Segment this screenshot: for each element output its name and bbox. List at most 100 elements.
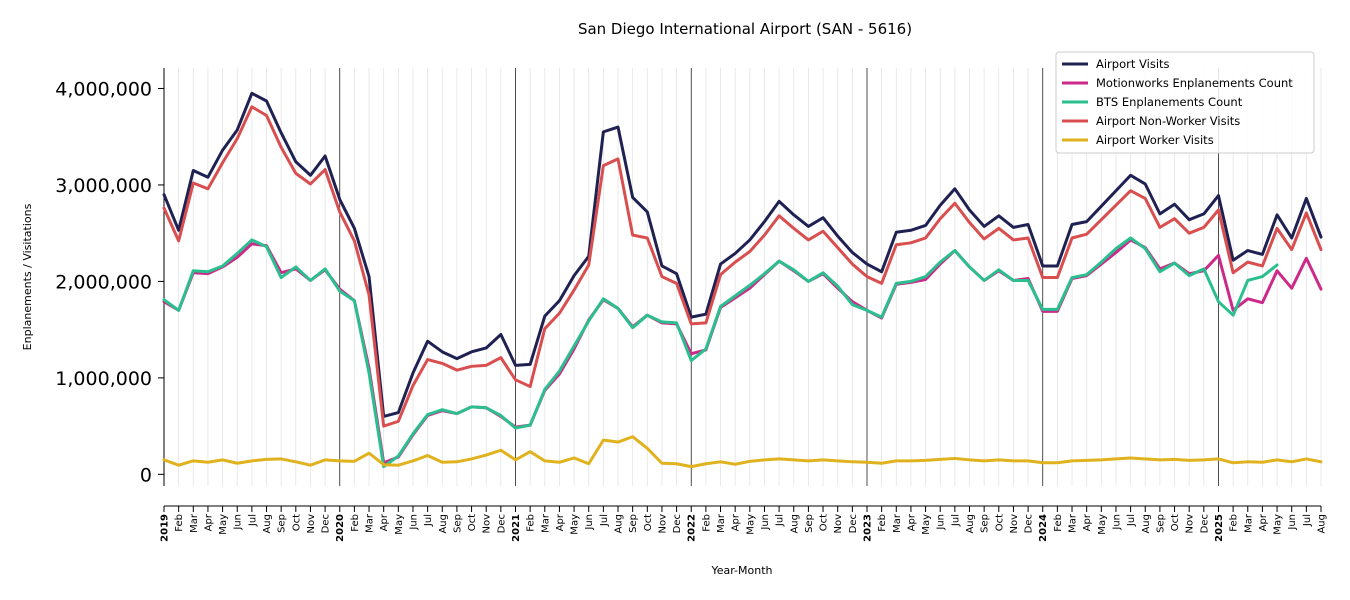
x-tick-label: May (745, 514, 756, 535)
x-tick-label: Mar (365, 513, 376, 533)
x-tick-label: 2020 (335, 514, 346, 542)
x-tick-label: Mar (1243, 513, 1254, 533)
x-tick-label: Aug (1141, 514, 1152, 534)
x-tick-label: Jun (1111, 514, 1122, 531)
x-tick-label: Oct (643, 514, 654, 531)
x-tick-label: Apr (1082, 513, 1093, 531)
y-tick-label: 2,000,000 (55, 271, 152, 293)
x-tick-label: Oct (1170, 514, 1181, 531)
x-tick-label: Mar (716, 513, 727, 533)
x-tick-label: Aug (438, 514, 449, 534)
x-tick-label: May (1273, 514, 1284, 535)
legend-label: Airport Worker Visits (1096, 133, 1214, 147)
x-tick-label: Oct (819, 514, 830, 531)
x-tick-label: Jul (1302, 514, 1313, 527)
x-tick-label: Jun (936, 514, 947, 531)
x-tick-label: Feb (350, 514, 361, 532)
x-tick-label: Jul (247, 514, 258, 527)
series-line-airport-visits (162, 91, 1323, 418)
x-tick-label: Feb (701, 514, 712, 532)
x-tick-label: Sep (1155, 514, 1166, 533)
legend-label: Airport Non-Worker Visits (1096, 114, 1240, 128)
x-tick-label: Jul (950, 514, 961, 527)
x-tick-label: Aug (262, 514, 273, 534)
x-tick-label: May (921, 514, 932, 535)
x-tick-label: 2025 (1214, 514, 1225, 542)
series-line-airport-non-worker-visits (162, 105, 1323, 428)
x-tick-label: Feb (1053, 514, 1064, 532)
x-tick-label: Sep (277, 514, 288, 533)
x-tick-label: Mar (540, 513, 551, 533)
x-tick-label: Sep (980, 514, 991, 533)
series-lines (162, 91, 1323, 469)
axes: 0 1,000,000 2,000,000 3,000,000 4,000,000 201… (55, 68, 1328, 542)
legend-label: BTS Enplanements Count (1096, 95, 1243, 109)
x-tick-label: Dec (848, 514, 859, 533)
x-tick-label: Aug (1317, 514, 1328, 534)
chart-title: San Diego International Airport (SAN - 5… (578, 20, 912, 38)
y-axis-label: Enplanements / Visitations (21, 203, 34, 350)
series-line-bts-enplanements-count (162, 236, 1279, 469)
x-tick-label: Mar (892, 513, 903, 533)
x-tick-label: Mar (1068, 513, 1079, 533)
x-tick-label: 2023 (862, 514, 873, 542)
x-tick-label: Jun (233, 514, 244, 531)
x-tick-label: Aug (965, 514, 976, 534)
x-tick-label: Aug (614, 514, 625, 534)
x-tick-label: Oct (291, 514, 302, 531)
series-line-motionworks-enplanements-count (162, 238, 1323, 465)
x-tick-label: Jul (1126, 514, 1137, 527)
x-tick-label: Jul (775, 514, 786, 527)
x-tick-label: Jun (1287, 514, 1298, 531)
x-tick-label: Apr (203, 513, 214, 531)
y-tick-label: 4,000,000 (55, 78, 152, 100)
x-tick-label: Oct (994, 514, 1005, 531)
x-tick-label: May (218, 514, 229, 535)
x-tick-label: May (394, 514, 405, 535)
x-tick-label: Feb (877, 514, 888, 532)
x-tick-label: Nov (306, 514, 317, 534)
x-tick-label: Aug (789, 514, 800, 534)
legend: Airport Visits Motionworks Enplanements C… (1055, 51, 1315, 154)
x-tick-label: Sep (804, 514, 815, 533)
x-tick-label: Jun (584, 514, 595, 531)
y-tick-label: 3,000,000 (55, 175, 152, 197)
x-tick-label: Jul (599, 514, 610, 527)
x-tick-label: Dec (321, 514, 332, 533)
x-tick-label: Dec (496, 514, 507, 533)
series-line-airport-worker-visits (162, 435, 1323, 469)
x-tick-label: Apr (1258, 513, 1269, 531)
x-tick-label: Dec (1024, 514, 1035, 533)
x-tick-label: 2022 (687, 514, 698, 542)
x-tick-label: Feb (174, 514, 185, 532)
x-tick-label: May (570, 514, 581, 535)
x-tick-label: Feb (1229, 514, 1240, 532)
x-tick-label: 2024 (1038, 514, 1049, 542)
x-tick-label: Jun (760, 514, 771, 531)
x-tick-label: Jun (408, 514, 419, 531)
x-tick-label: Sep (452, 514, 463, 533)
legend-label: Motionworks Enplanements Count (1096, 76, 1293, 90)
x-tick-label: Feb (526, 514, 537, 532)
x-tick-label: May (1097, 514, 1108, 535)
x-tick-label: Nov (833, 514, 844, 534)
legend-label: Airport Visits (1096, 57, 1170, 71)
x-tick-label: Nov (482, 514, 493, 534)
x-axis-label: Year-Month (710, 564, 772, 577)
x-tick-label: 2019 (160, 514, 171, 542)
x-tick-label: Apr (906, 513, 917, 531)
x-tick-label: Apr (555, 513, 566, 531)
y-tick-label: 0 (140, 464, 152, 486)
x-tick-label: Sep (628, 514, 639, 533)
x-tick-label: Apr (731, 513, 742, 531)
x-tick-label: Mar (189, 513, 200, 533)
x-tick-label: Dec (1199, 514, 1210, 533)
x-tick-label: Apr (379, 513, 390, 531)
x-tick-label: 2021 (511, 514, 522, 542)
x-tick-label: Nov (1185, 514, 1196, 534)
legend-box (1055, 51, 1315, 154)
y-tick-label: 1,000,000 (55, 368, 152, 390)
x-tick-label: Nov (657, 514, 668, 534)
x-tick-label: Dec (672, 514, 683, 533)
